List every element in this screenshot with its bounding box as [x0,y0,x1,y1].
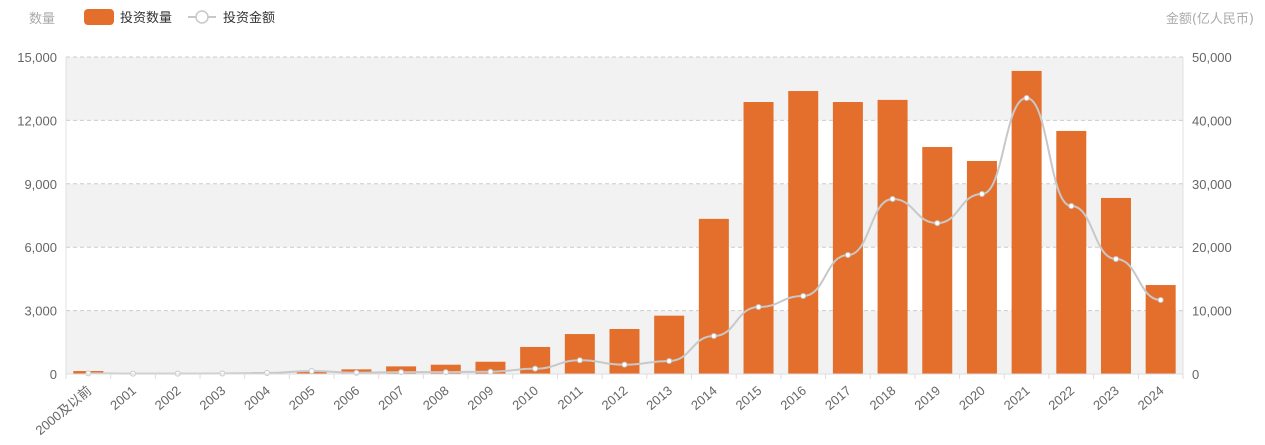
x-tick-label: 2007 [375,383,407,413]
x-tick-label: 2013 [643,383,675,413]
x-tick-label: 2016 [777,383,809,413]
x-tick-label: 2015 [733,383,765,413]
x-tick-label: 2008 [420,383,452,413]
x-tick-label: 2010 [509,383,541,413]
bar-2023 [1100,197,1131,374]
legend-bar-label[interactable]: 投资数量 [120,10,172,26]
amount-point-2005 [308,368,315,375]
x-tick-label: 2022 [1045,383,1077,413]
x-tick-label: 2009 [465,383,497,413]
legend-line-marker[interactable] [195,10,209,24]
legend-line-label[interactable]: 投资金额 [223,10,275,26]
bar-2015 [743,102,774,374]
right-tick-label: 20,000 [1192,240,1232,255]
x-tick-label: 2014 [688,383,720,413]
bar-2019 [922,147,953,374]
x-tick-label: 2011 [555,383,586,412]
plot-band [66,57,1183,121]
x-tick-label: 2023 [1090,383,1122,413]
amount-point-2011 [576,357,583,364]
left-tick-label: 3,000 [24,304,57,319]
right-axis-name: 金额(亿人民币) [1166,11,1254,27]
amount-point-2004 [264,370,271,377]
amount-point-2000及以前 [85,370,92,377]
bar-2017 [832,102,863,374]
amount-point-2008 [442,369,449,376]
amount-point-2020 [978,191,985,198]
right-tick-label: 30,000 [1192,177,1232,192]
amount-point-2014 [710,333,717,340]
amount-point-2012 [621,361,628,368]
x-tick-label: 2017 [822,383,854,413]
amount-point-2013 [666,358,673,365]
bar-2016 [788,91,819,375]
bar-2018 [877,99,908,374]
x-tick-label: 2003 [197,383,229,413]
x-tick-label: 2002 [152,383,184,413]
bar-2022 [1056,130,1087,374]
amount-point-2021 [1023,95,1030,102]
left-tick-label: 6,000 [24,240,57,255]
x-tick-label: 2020 [956,383,988,413]
amount-point-2018 [889,196,896,203]
x-tick-label: 2019 [911,383,943,413]
right-tick-label: 50,000 [1192,50,1232,65]
amount-point-2024 [1157,297,1164,304]
left-tick-label: 0 [50,367,57,382]
x-tick-label: 2001 [107,383,139,413]
x-tick-label: 2021 [1001,383,1033,413]
left-tick-label: 15,000 [17,50,57,65]
x-tick-label: 2000及以前 [33,383,95,438]
x-tick-label: 2006 [331,383,363,413]
amount-point-2003 [219,370,226,377]
bar-2021 [1011,70,1042,374]
bar-2013 [654,315,685,374]
x-tick-label: 2004 [241,383,273,413]
bar-2014 [698,218,729,374]
amount-point-2015 [755,303,762,310]
amount-point-2016 [800,293,807,300]
x-tick-label: 2018 [867,383,899,413]
amount-point-2007 [398,369,405,376]
amount-point-2010 [532,365,539,372]
legend-bar-swatch[interactable] [84,9,114,25]
amount-point-2017 [844,251,851,258]
x-tick-label: 2005 [286,383,318,413]
x-tick-label: 2024 [1135,383,1167,413]
amount-point-2009 [487,368,494,375]
right-tick-label: 40,000 [1192,113,1232,128]
amount-point-2023 [1112,255,1119,262]
left-tick-label: 12,000 [17,113,57,128]
right-tick-label: 0 [1192,367,1199,382]
left-tick-label: 9,000 [24,177,57,192]
bar-2011 [564,334,595,374]
amount-point-2022 [1068,202,1075,209]
left-axis-name: 数量 [29,12,55,27]
amount-point-2019 [934,220,941,227]
x-tick-label: 2012 [599,383,631,413]
right-tick-label: 10,000 [1192,304,1232,319]
